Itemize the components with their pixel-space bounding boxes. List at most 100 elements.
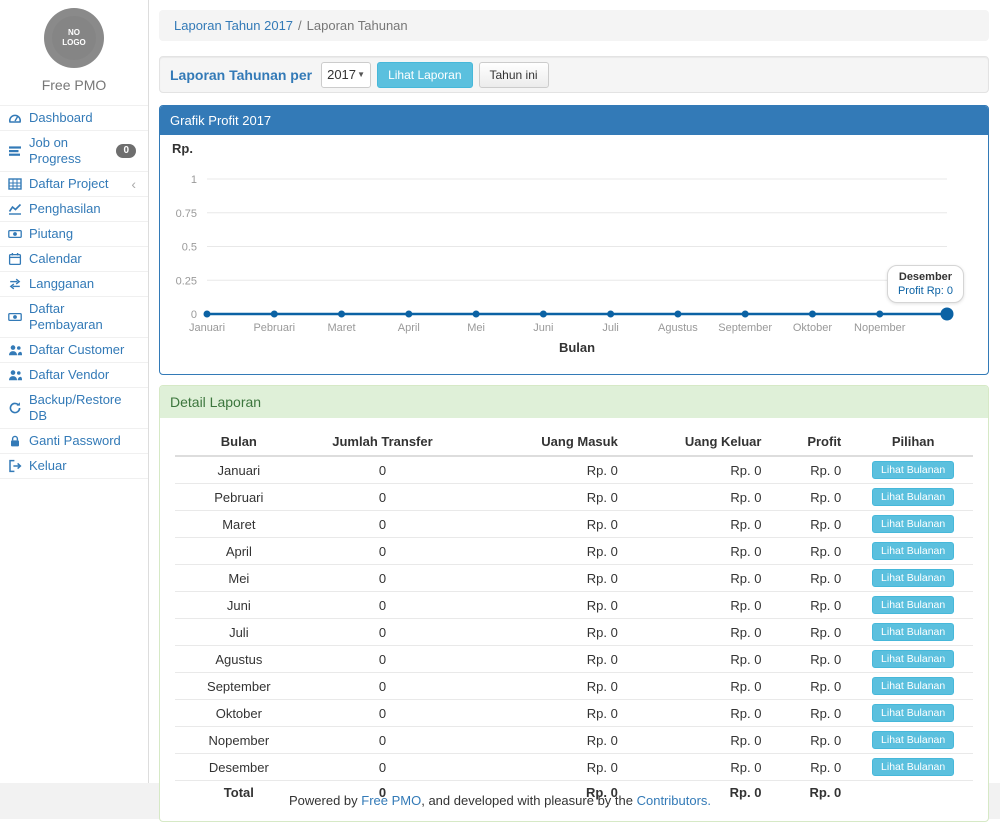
sidebar-item-backup-restore-db[interactable]: Backup/Restore DB (0, 388, 148, 429)
sidebar-item-penghasilan[interactable]: Penghasilan (0, 197, 148, 222)
profit-chart-panel: Grafik Profit 2017 Rp.10.750.50.250Janua… (159, 105, 989, 375)
year-select[interactable]: 2017 ▼ (321, 62, 371, 88)
table-cell: Rp. 0 (630, 456, 774, 484)
sidebar-item-daftar-pembayaran[interactable]: Daftar Pembayaran (0, 297, 148, 338)
table-cell: Rp. 0 (462, 754, 630, 781)
users-icon (8, 368, 22, 382)
sidebar-item-daftar-customer[interactable]: Daftar Customer (0, 338, 148, 363)
tahun-ini-button[interactable]: Tahun ini (479, 62, 549, 88)
chevron-left-icon: ‹ (131, 178, 136, 190)
sidebar-item-label: Ganti Password (29, 433, 121, 449)
svg-text:Mei: Mei (467, 322, 485, 334)
table-cell: 0 (303, 456, 463, 484)
table-cell: Rp. 0 (630, 619, 774, 646)
sidebar-item-label: Keluar (29, 458, 67, 474)
line-chart-icon (8, 202, 22, 216)
table-cell: Rp. 0 (773, 754, 853, 781)
svg-text:Oktober: Oktober (793, 322, 832, 334)
table-cell: Rp. 0 (630, 646, 774, 673)
sidebar-item-job-on-progress[interactable]: Job on Progress0 (0, 131, 148, 172)
sign-out-icon (8, 459, 22, 473)
table-cell: Rp. 0 (462, 727, 630, 754)
svg-text:Januari: Januari (189, 322, 225, 334)
sidebar-item-langganan[interactable]: Langganan (0, 272, 148, 297)
svg-text:0.5: 0.5 (182, 242, 197, 254)
table-cell: Rp. 0 (773, 700, 853, 727)
svg-text:1: 1 (191, 174, 197, 186)
report-table: BulanJumlah TransferUang MasukUang Kelua… (175, 428, 973, 805)
sidebar-item-piutang[interactable]: Piutang (0, 222, 148, 247)
lihat-bulanan-button[interactable]: Lihat Bulanan (872, 650, 954, 668)
table-cell: Rp. 0 (773, 565, 853, 592)
sidebar-item-label: Daftar Vendor (29, 367, 109, 383)
svg-text:0.25: 0.25 (176, 275, 197, 287)
lihat-bulanan-button[interactable]: Lihat Bulanan (872, 731, 954, 749)
breadcrumb-current: Laporan Tahunan (307, 18, 408, 33)
lihat-bulanan-button[interactable]: Lihat Bulanan (872, 515, 954, 533)
sidebar-item-label: Dashboard (29, 110, 93, 126)
tooltip-month: Desember (898, 271, 953, 283)
lihat-bulanan-button[interactable]: Lihat Bulanan (872, 677, 954, 695)
lihat-bulanan-button[interactable]: Lihat Bulanan (872, 704, 954, 722)
svg-text:Maret: Maret (327, 322, 355, 334)
calendar-icon (8, 252, 22, 266)
table-cell: Rp. 0 (773, 619, 853, 646)
footer-text-prefix: Powered by (289, 793, 361, 808)
svg-text:September: September (718, 322, 772, 334)
no-logo-text: NO LOGO (52, 16, 96, 60)
table-cell: Rp. 0 (773, 646, 853, 673)
users-icon (8, 343, 22, 357)
svg-text:Juli: Juli (602, 322, 619, 334)
footer-link-free-pmo[interactable]: Free PMO (361, 793, 421, 808)
breadcrumb-link-laporan-tahun[interactable]: Laporan Tahun 2017 (174, 18, 293, 33)
filter-label: Laporan Tahunan per (170, 67, 312, 83)
table-cell: 0 (303, 511, 463, 538)
brand-name: Free PMO (0, 77, 148, 93)
sidebar-item-label: Penghasilan (29, 201, 101, 217)
table-cell: Maret (175, 511, 303, 538)
table-cell: Rp. 0 (773, 511, 853, 538)
lihat-laporan-button[interactable]: Lihat Laporan (377, 62, 472, 88)
table-cell: Rp. 0 (462, 511, 630, 538)
lihat-bulanan-button[interactable]: Lihat Bulanan (872, 596, 954, 614)
sidebar-item-calendar[interactable]: Calendar (0, 247, 148, 272)
svg-text:Agustus: Agustus (658, 322, 698, 334)
sidebar-item-keluar[interactable]: Keluar (0, 454, 148, 479)
lihat-bulanan-button[interactable]: Lihat Bulanan (872, 569, 954, 587)
table-cell: Rp. 0 (462, 619, 630, 646)
column-header-bulan: Bulan (175, 428, 303, 456)
footer-link-contributors[interactable]: Contributors. (637, 793, 711, 808)
sidebar-item-daftar-vendor[interactable]: Daftar Vendor (0, 363, 148, 388)
logo-area: NO LOGO Free PMO (0, 0, 148, 93)
breadcrumb: Laporan Tahun 2017/Laporan Tahunan (159, 10, 989, 41)
lihat-bulanan-button[interactable]: Lihat Bulanan (872, 542, 954, 560)
sidebar-item-label: Daftar Customer (29, 342, 124, 358)
lihat-bulanan-button[interactable]: Lihat Bulanan (872, 488, 954, 506)
table-cell: Rp. 0 (630, 727, 774, 754)
table-cell: Juni (175, 592, 303, 619)
table-cell: Rp. 0 (630, 565, 774, 592)
sidebar-item-dashboard[interactable]: Dashboard (0, 106, 148, 131)
column-header-uang-masuk: Uang Masuk (462, 428, 630, 456)
sidebar-menu: Dashboard Job on Progress0Daftar Project‹… (0, 105, 148, 479)
table-cell: Rp. 0 (773, 456, 853, 484)
year-select-value: 2017 (327, 67, 356, 82)
svg-text:0: 0 (191, 309, 197, 321)
table-cell: 0 (303, 565, 463, 592)
table-cell: Juli (175, 619, 303, 646)
lihat-bulanan-button[interactable]: Lihat Bulanan (872, 461, 954, 479)
table-cell: Rp. 0 (462, 456, 630, 484)
sidebar-item-ganti-password[interactable]: Ganti Password (0, 429, 148, 454)
footer-text-middle: , and developed with pleasure by the (421, 793, 636, 808)
chart-area: Rp.10.750.50.250JanuariPebruariMaretApri… (160, 135, 988, 374)
table-cell: Pebruari (175, 484, 303, 511)
lihat-bulanan-button[interactable]: Lihat Bulanan (872, 623, 954, 641)
table-cell: Rp. 0 (462, 700, 630, 727)
sidebar-item-daftar-project[interactable]: Daftar Project‹ (0, 172, 148, 197)
table-cell (853, 781, 973, 805)
lihat-bulanan-button[interactable]: Lihat Bulanan (872, 758, 954, 776)
table-cell: April (175, 538, 303, 565)
table-cell: Mei (175, 565, 303, 592)
profit-line-chart: Rp.10.750.50.250JanuariPebruariMaretApri… (160, 135, 988, 374)
table-cell: 0 (303, 754, 463, 781)
